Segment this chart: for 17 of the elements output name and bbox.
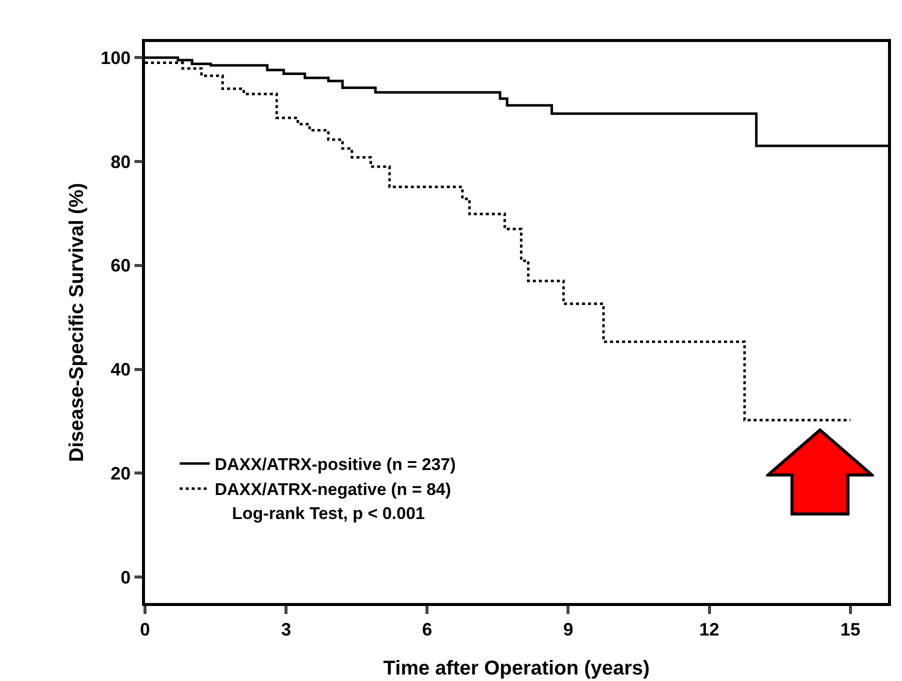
y-tick-label: 80	[110, 152, 131, 172]
y-tick-label: 20	[110, 463, 131, 484]
legend-label: DAXX/ATRX-positive (n = 237)	[214, 455, 456, 474]
y-axis-title: Disease-Specific Survival (%)	[66, 182, 88, 462]
x-tick-label: 3	[281, 619, 292, 640]
x-tick-label: 12	[699, 619, 720, 640]
y-tick-label: 60	[110, 256, 131, 276]
x-tick-label: 6	[422, 619, 432, 640]
x-tick-label: 15	[840, 619, 860, 640]
y-tick-label: 0	[120, 567, 131, 588]
y-tick-label: 100	[100, 48, 131, 68]
x-axis-title: Time after Operation (years)	[383, 658, 650, 680]
legend-label: DAXX/ATRX-negative (n = 84)	[214, 480, 452, 500]
y-tick-label: 40	[110, 360, 131, 380]
x-tick-label: 0	[140, 619, 150, 640]
x-tick-label: 9	[563, 619, 574, 640]
annotation: Log-rank Test, p < 0.001	[232, 504, 425, 523]
